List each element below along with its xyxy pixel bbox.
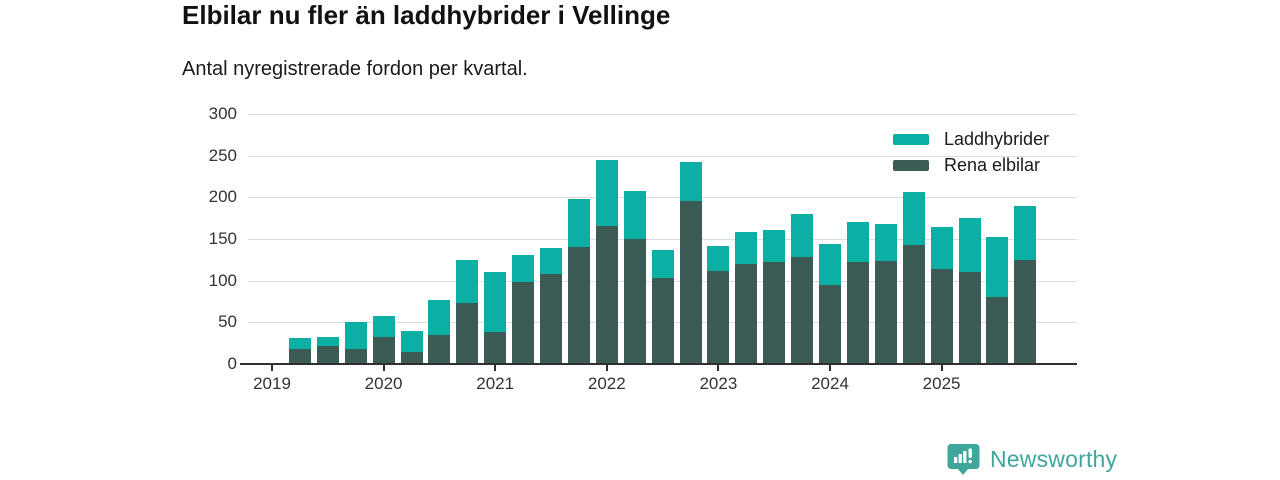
bar-2023-Q4-laddhybrider	[791, 214, 814, 258]
legend-item-rena-elbilar: Rena elbilar	[893, 155, 1049, 175]
bar-2024-Q3-rena-elbilar	[874, 260, 897, 364]
y-axis-label-100: 100	[208, 270, 237, 290]
chart-title: Elbilar nu fler än laddhybrider i Vellin…	[182, 0, 671, 30]
bar-2022-Q2-laddhybrider	[623, 190, 646, 239]
newsworthy-logo-text: Newsworthy	[990, 446, 1118, 472]
x-axis-tick-2025	[940, 364, 943, 371]
x-axis-tick-2023	[717, 364, 720, 371]
bar-2023-Q4-rena-elbilar	[791, 257, 814, 364]
bar-2022-Q1-laddhybrider	[595, 159, 618, 226]
bar-2022-Q1-rena-elbilar	[595, 225, 618, 364]
bar-2022-Q4-rena-elbilar	[679, 200, 702, 364]
bar-2024-Q1-rena-elbilar	[819, 284, 841, 364]
bar-2024-Q2-rena-elbilar	[846, 261, 869, 364]
bar-2020-Q1-rena-elbilar	[372, 336, 395, 364]
legend-label-laddhybrider: Laddhybrider	[944, 129, 1050, 149]
bar-2022-Q3-laddhybrider	[651, 249, 674, 279]
gridline-y-200	[248, 197, 1077, 199]
bar-2020-Q4-laddhybrider	[456, 259, 479, 304]
bar-2024-Q1-laddhybrider	[819, 244, 841, 285]
bar-2025-Q4-laddhybrider	[1014, 205, 1037, 260]
bar-2023-Q3-laddhybrider	[763, 229, 786, 263]
bar-2024-Q4-rena-elbilar	[902, 244, 925, 364]
bar-2024-Q4-laddhybrider	[902, 192, 925, 245]
bar-2021-Q1-rena-elbilar	[484, 331, 507, 364]
y-axis-label-50: 50	[218, 312, 237, 332]
bar-2020-Q3-rena-elbilar	[428, 334, 451, 364]
legend-swatch-rena-elbilar	[893, 159, 929, 171]
bar-2021-Q1-laddhybrider	[484, 272, 507, 332]
x-axis-label-2019: 2019	[253, 374, 291, 393]
bar-2021-Q4-laddhybrider	[567, 199, 590, 248]
x-axis-tick-2021	[494, 364, 497, 371]
bar-2025-Q1-rena-elbilar	[930, 269, 953, 364]
x-axis-label-2024: 2024	[811, 374, 849, 393]
bar-2020-Q1-laddhybrider	[372, 315, 395, 337]
bar-2025-Q3-laddhybrider	[986, 236, 1009, 298]
bar-2025-Q1-laddhybrider	[930, 227, 953, 269]
bar-2019-Q4-laddhybrider	[344, 322, 367, 349]
bar-2025-Q3-rena-elbilar	[986, 297, 1009, 364]
y-axis-label-0: 0	[227, 354, 237, 373]
bar-2019-Q4-rena-elbilar	[344, 349, 367, 364]
x-axis-line	[240, 363, 1077, 365]
bar-2024-Q3-laddhybrider	[874, 224, 897, 261]
chart-subtitle: Antal nyregistrerade fordon per kvartal.	[182, 58, 528, 80]
bar-2025-Q4-rena-elbilar	[1014, 259, 1037, 364]
plot-area: 0 50 100 150 200 250 300 2019 2020 2021 2022 2023 20…	[209, 104, 1077, 393]
y-axis-label-250: 250	[208, 145, 237, 165]
x-axis-tick-2024	[829, 364, 831, 371]
gridline-y-150	[248, 239, 1077, 240]
bar-2023-Q2-rena-elbilar	[735, 264, 758, 364]
bar-2020-Q4-rena-elbilar	[456, 303, 479, 364]
bar-2022-Q2-rena-elbilar	[623, 239, 646, 364]
newsworthy-logo-icon	[947, 444, 980, 475]
legend: Laddhybrider Rena elbilar	[893, 129, 1049, 181]
x-axis-label-2021: 2021	[476, 374, 515, 393]
bar-2021-Q2-laddhybrider	[512, 254, 535, 283]
bar-2024-Q2-laddhybrider	[846, 222, 869, 262]
x-axis-tick-2020	[382, 364, 385, 371]
x-axis-tick-2022	[605, 364, 608, 371]
bar-2023-Q1-rena-elbilar	[707, 270, 730, 364]
x-axis-label-2020: 2020	[364, 374, 403, 393]
legend-item-laddhybrider: Laddhybrider	[893, 129, 1049, 149]
bar-2020-Q2-rena-elbilar	[400, 351, 423, 364]
legend-label-rena-elbilar: Rena elbilar	[944, 155, 1041, 175]
legend-swatch-laddhybrider	[893, 133, 929, 145]
bar-2022-Q4-laddhybrider	[679, 162, 702, 201]
bar-2023-Q1-laddhybrider	[707, 245, 730, 271]
bar-2019-Q3-rena-elbilar	[316, 345, 339, 364]
bar-2021-Q3-laddhybrider	[540, 248, 562, 274]
x-axis-label-2023: 2023	[699, 374, 738, 393]
y-axis-label-150: 150	[208, 229, 237, 248]
bar-2025-Q2-rena-elbilar	[958, 272, 981, 364]
bar-2021-Q3-rena-elbilar	[540, 274, 562, 364]
bar-2021-Q2-rena-elbilar	[512, 282, 535, 364]
bar-2021-Q4-rena-elbilar	[567, 247, 590, 364]
bar-2022-Q3-rena-elbilar	[651, 278, 674, 364]
x-axis-label-2025: 2025	[922, 374, 961, 393]
y-axis-label-300: 300	[208, 104, 237, 123]
bar-2019-Q2-rena-elbilar	[288, 349, 311, 364]
bar-2023-Q2-laddhybrider	[735, 232, 758, 264]
x-axis-label-2022: 2022	[587, 374, 626, 393]
gridline-y-250	[248, 155, 1077, 157]
x-axis-tick-2019	[271, 364, 273, 371]
bar-2020-Q3-laddhybrider	[428, 299, 451, 335]
bar-2020-Q2-laddhybrider	[400, 330, 423, 352]
bar-2025-Q2-laddhybrider	[958, 218, 981, 273]
y-axis-label-200: 200	[208, 187, 237, 207]
bar-2023-Q3-rena-elbilar	[763, 262, 786, 364]
bar-2019-Q2-laddhybrider	[288, 338, 311, 349]
bar-2019-Q3-laddhybrider	[316, 337, 339, 346]
gridline-y-300	[248, 114, 1077, 115]
newsworthy-logo[interactable]: Newsworthy	[947, 443, 1117, 476]
